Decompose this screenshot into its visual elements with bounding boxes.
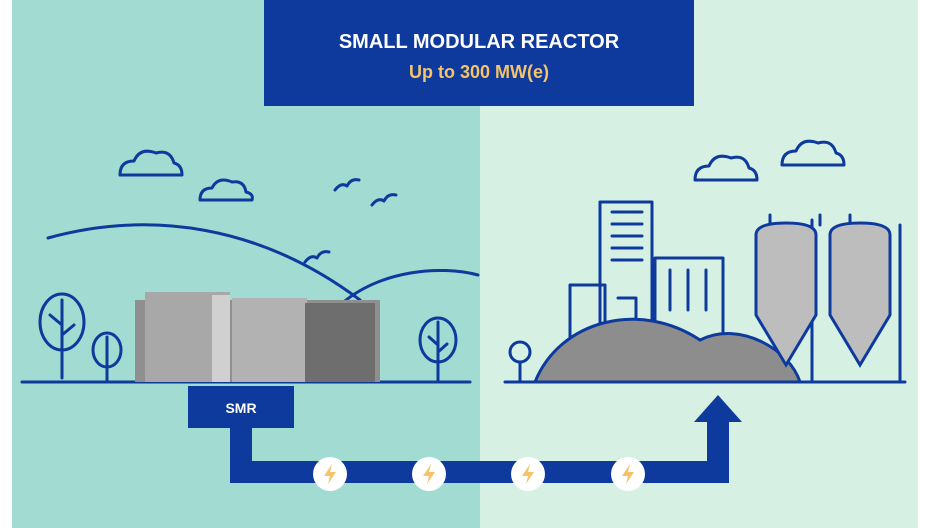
subtitle: Up to 300 MW(e) xyxy=(409,62,549,82)
page: SMALL MODULAR REACTOR Up to 300 MW(e) xyxy=(0,0,928,528)
title-box xyxy=(264,0,694,106)
smr-label: SMR xyxy=(225,400,256,416)
illustration: SMALL MODULAR REACTOR Up to 300 MW(e) xyxy=(0,0,928,528)
reactor-building xyxy=(135,292,380,382)
title: SMALL MODULAR REACTOR xyxy=(339,31,620,53)
